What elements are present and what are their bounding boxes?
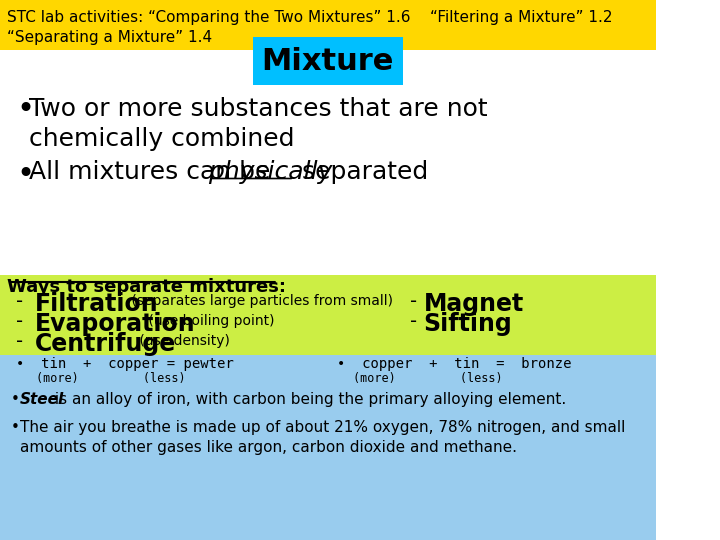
Text: •  copper  +  tin  =  bronze: • copper + tin = bronze <box>337 357 572 371</box>
Text: -: - <box>17 312 24 331</box>
Text: The air you breathe is made up of about 21% oxygen, 78% nitrogen, and small
amou: The air you breathe is made up of about … <box>20 420 626 455</box>
Text: Two or more substances that are not
chemically combined: Two or more substances that are not chem… <box>29 97 487 151</box>
Text: •: • <box>11 392 20 407</box>
Text: Magnet: Magnet <box>423 292 523 316</box>
Text: Sifting: Sifting <box>423 312 512 336</box>
Text: Centrifuge: Centrifuge <box>35 332 176 356</box>
Text: All mixtures can be: All mixtures can be <box>29 160 279 184</box>
Text: -: - <box>17 292 24 311</box>
Text: -: - <box>17 332 24 351</box>
Text: separated: separated <box>294 160 428 184</box>
Text: Mixture: Mixture <box>261 46 394 76</box>
Text: physically: physically <box>209 160 333 184</box>
Text: •  tin  +  copper = pewter: • tin + copper = pewter <box>17 357 234 371</box>
Text: STC lab activities: “Comparing the Two Mixtures” 1.6    “Filtering a Mixture” 1.: STC lab activities: “Comparing the Two M… <box>7 10 613 45</box>
Text: •: • <box>17 160 35 189</box>
FancyBboxPatch shape <box>0 355 656 540</box>
Text: Filtration: Filtration <box>35 292 158 316</box>
Text: Evaporation: Evaporation <box>35 312 195 336</box>
FancyBboxPatch shape <box>0 0 656 50</box>
Text: •: • <box>11 420 20 435</box>
Text: is an alloy of iron, with carbon being the primary alloying element.: is an alloy of iron, with carbon being t… <box>50 392 566 407</box>
FancyBboxPatch shape <box>0 50 656 275</box>
Text: (use boiling point): (use boiling point) <box>144 314 274 328</box>
Text: (more)         (less): (more) (less) <box>354 372 503 385</box>
Text: -: - <box>410 292 417 311</box>
Text: -: - <box>410 312 417 331</box>
Text: Steel: Steel <box>20 392 64 407</box>
Text: •: • <box>17 95 35 124</box>
Text: (use density): (use density) <box>135 334 230 348</box>
Text: Ways to separate mixtures:: Ways to separate mixtures: <box>7 278 287 296</box>
Text: (separates large particles from small): (separates large particles from small) <box>127 294 393 308</box>
Text: (more)         (less): (more) (less) <box>37 372 186 385</box>
FancyBboxPatch shape <box>253 37 403 85</box>
FancyBboxPatch shape <box>0 275 656 355</box>
